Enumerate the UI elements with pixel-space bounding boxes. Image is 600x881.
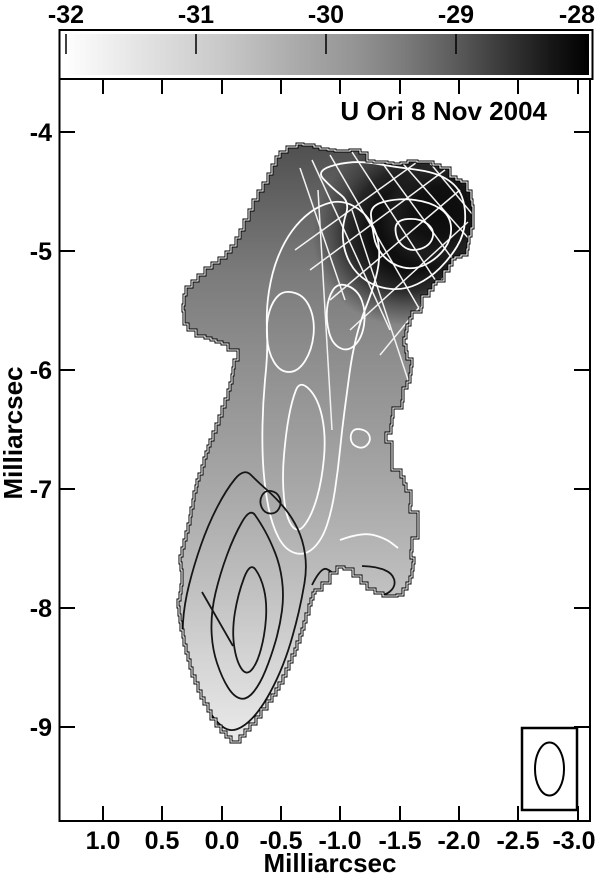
contour-line-white [394,217,435,251]
x-tick-labels: 1.0 0.5 0.0 -0.5 -1.0 -1.5 -2.0 -2.5 -3.… [86,827,596,855]
colorbar-tick-label: -31 [178,1,214,29]
x-tick-label: 0.0 [205,827,240,855]
x-tick-label: -1.0 [318,827,361,855]
y-tick-label: -9 [30,714,52,742]
y-axis-title: Milliarcsec [0,367,28,500]
colorbar-tick-label: -32 [48,1,84,29]
contour-line-black [201,591,234,647]
contour-line-white [370,198,453,270]
axis-ticks [60,80,589,820]
polarization-vector [299,167,346,301]
white-contours [261,161,467,555]
contour-line-white [339,533,399,549]
y-tick-label: -6 [30,357,52,385]
y-tick-label: -4 [30,119,52,147]
polarization-vector [317,189,333,431]
x-tick-label: -2.0 [437,827,480,855]
contour-line-white [325,283,366,351]
beam-indicator [520,726,579,812]
x-tick-label: -1.5 [378,827,421,855]
plot-title: U Ori 8 Nov 2004 [340,96,547,126]
beam-ellipse [534,741,565,797]
colorbar-tick-label: -28 [559,1,595,29]
colorbar-tick-label: -29 [438,1,474,29]
colorbar-ticks [65,34,587,54]
polarization-vector [429,162,473,216]
polarization-vector [351,151,446,296]
contour-line-white [261,200,381,555]
polarization-vector [294,159,421,251]
y-tick-label: -5 [30,238,52,266]
contour-line-white [349,428,371,449]
polarization-vector [351,209,413,393]
contour-line-black [232,566,268,674]
x-tick-label: -3.0 [552,827,595,855]
polarization-vector [311,159,391,331]
y-tick-label: -7 [30,476,52,504]
polarization-vector [374,152,463,273]
contour-line-white [282,383,326,531]
x-tick-label: -0.5 [259,827,302,855]
x-axis-title: Milliarcsec [264,848,397,878]
y-tick-label: -8 [30,595,52,623]
map-layer [176,142,475,744]
plot-frame [58,78,591,822]
x-tick-label: 0.5 [145,827,180,855]
contour-line-white [265,290,315,373]
polarization-vector [309,169,446,271]
colorbar: -32 -31 -30 -29 -28 [48,1,595,80]
contour-line-black [210,511,284,700]
colorbar-tick-label: -30 [308,1,344,29]
boundary-contour-white [177,143,474,743]
y-tick-labels: -4 -5 -6 -7 -8 -9 [30,119,52,742]
x-tick-label: 1.0 [86,827,121,855]
polarization-vector [397,157,471,241]
contour-line-black [259,489,282,515]
x-tick-label: -2.5 [496,827,539,855]
contour-line-white [320,161,467,291]
